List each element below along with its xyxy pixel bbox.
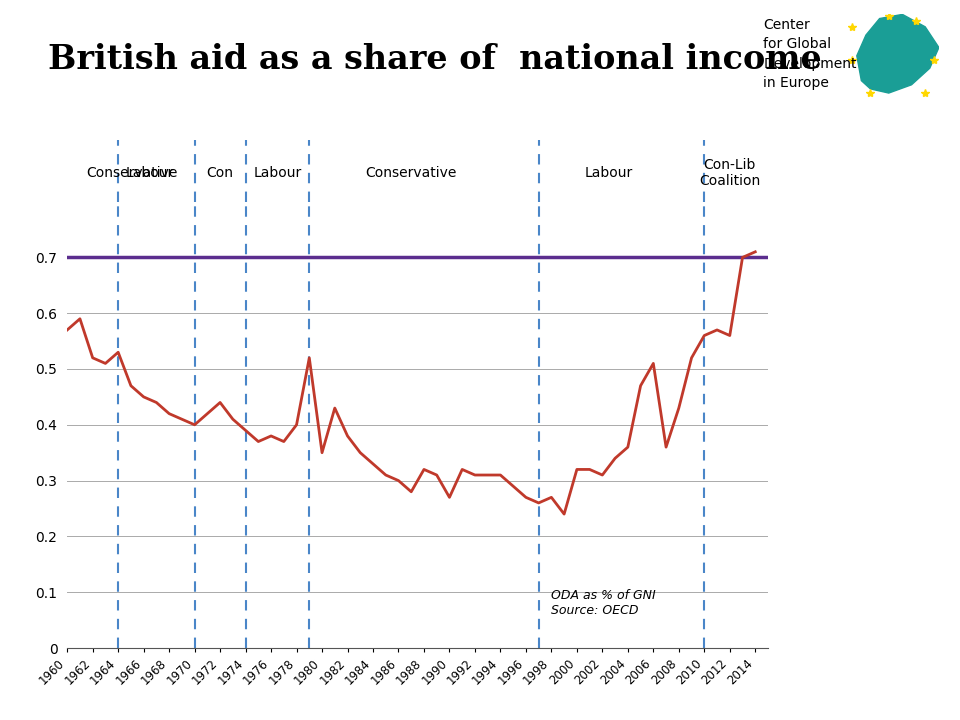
Polygon shape [857,14,939,93]
Text: Labour: Labour [585,166,633,180]
Text: British aid as a share of  national income: British aid as a share of national incom… [48,43,822,76]
Text: ODA as % of GNI
Source: OECD: ODA as % of GNI Source: OECD [551,589,656,617]
Text: Conservative: Conservative [366,166,457,180]
Text: Labour: Labour [253,166,301,180]
Text: Labour: Labour [126,166,174,180]
Text: Center
for Global
Development
in Europe: Center for Global Development in Europe [763,18,856,91]
Text: Con: Con [206,166,233,180]
Text: Conservative: Conservative [86,166,178,180]
Text: Con-Lib
Coalition: Con-Lib Coalition [699,158,760,188]
